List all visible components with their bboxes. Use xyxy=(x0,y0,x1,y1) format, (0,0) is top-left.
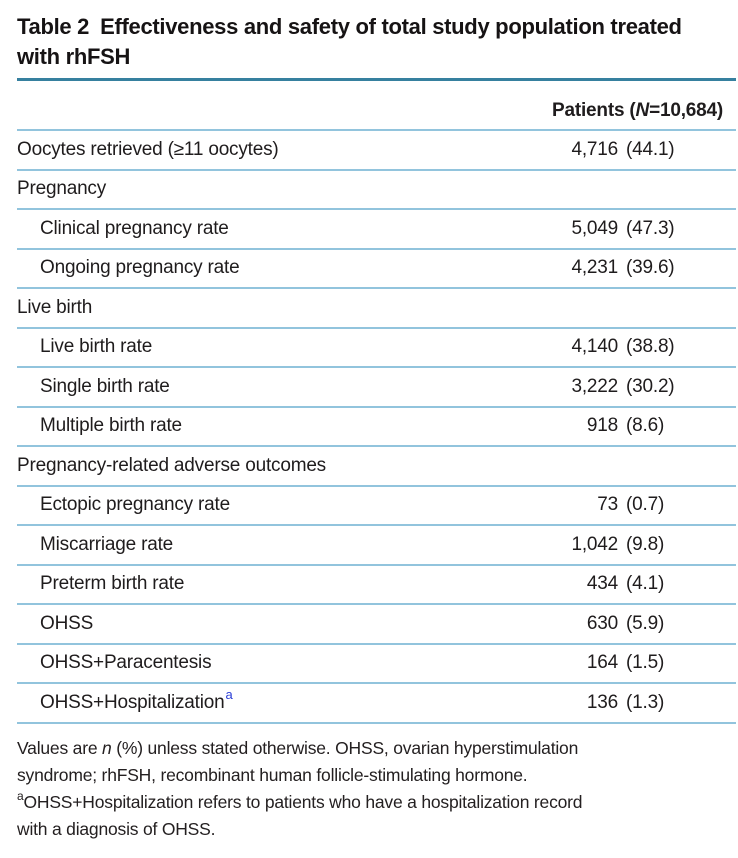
table-row: OHSS+Paracentesis 164 (1.5) xyxy=(17,645,736,684)
row-count: 73 xyxy=(597,494,618,516)
row-value: 73 (0.7) xyxy=(562,494,690,516)
row-count: 5,049 xyxy=(571,217,618,239)
row-value: 918 (8.6) xyxy=(562,415,690,437)
row-count: 630 xyxy=(586,612,618,634)
table-row: OHSS 630 (5.9) xyxy=(17,605,736,645)
row-value: 630 (5.9) xyxy=(562,613,690,635)
title-rule xyxy=(17,78,736,81)
row-count: 4,231 xyxy=(571,257,618,279)
row-percent: (9.8) xyxy=(626,533,665,555)
table-title: Table 2 Effectiveness and safety of total… xyxy=(17,12,719,72)
footnote-a-link[interactable]: a xyxy=(225,687,233,703)
table-number-label: Table 2 xyxy=(17,14,90,39)
footnote-text: syndrome; rhFSH, recombinant human folli… xyxy=(17,764,528,785)
row-label: Clinical pregnancy rate xyxy=(40,217,229,239)
row-percent: (39.6) xyxy=(626,257,675,279)
row-count: 4,716 xyxy=(571,138,618,160)
table-row: Clinical pregnancy rate 5,049 (47.3) xyxy=(17,210,736,250)
footnote-text: with a diagnosis of OHSS. xyxy=(17,818,216,839)
footnote-line-2: syndrome; rhFSH, recombinant human folli… xyxy=(17,762,736,789)
footnote-line-3: aOHSS+Hospitalization refers to patients… xyxy=(17,789,736,816)
section-row: Pregnancy-related adverse outcomes xyxy=(17,447,736,487)
patients-header-suffix: =10,684) xyxy=(649,100,723,121)
row-label: Miscarriage rate xyxy=(40,533,174,555)
footnote-line-4: with a diagnosis of OHSS. xyxy=(17,816,736,843)
row-count: 1,042 xyxy=(571,533,618,555)
patients-column-header: Patients (N =10,684) xyxy=(17,81,736,131)
row-label: OHSS xyxy=(40,612,94,634)
row-label: Single birth rate xyxy=(40,375,170,397)
row-value: 1,042 (9.8) xyxy=(562,534,690,556)
n-italic: n xyxy=(102,737,112,758)
row-count: 164 xyxy=(586,652,618,674)
table-row: Miscarriage rate 1,042 (9.8) xyxy=(17,526,736,566)
row-label: Ongoing pregnancy rate xyxy=(40,257,240,279)
row-percent: (44.1) xyxy=(626,138,675,160)
row-label: Preterm birth rate xyxy=(40,573,185,595)
table-row: Multiple birth rate 918 (8.6) xyxy=(17,408,736,447)
footnote-line-1: Values are n (%) unless stated otherwise… xyxy=(17,735,736,762)
footnote-text: (%) unless stated otherwise. OHSS, ovari… xyxy=(111,737,579,758)
section-row: Pregnancy xyxy=(17,171,736,210)
row-value: 5,049 (47.3) xyxy=(562,218,690,240)
row-value: 4,140 (38.8) xyxy=(562,336,690,358)
row-count: 3,222 xyxy=(571,375,618,397)
table-row: Ongoing pregnancy rate 4,231 (39.6) xyxy=(17,250,736,289)
table-row: Ectopic pregnancy rate 73 (0.7) xyxy=(17,487,736,526)
row-percent: (38.8) xyxy=(626,336,675,358)
row-count: 136 xyxy=(586,691,618,713)
row-value: 434 (4.1) xyxy=(562,573,690,595)
row-percent: (5.9) xyxy=(626,612,665,634)
table-title-text: Effectiveness and safety of total study … xyxy=(17,14,682,69)
table-row: OHSS+Hospitalizationa 136 (1.3) xyxy=(17,684,736,724)
footnote-a-marker: a xyxy=(17,788,24,803)
section-label: Live birth xyxy=(17,296,93,318)
row-percent: (4.1) xyxy=(626,573,665,595)
table-row: Single birth rate 3,222 (30.2) xyxy=(17,368,736,408)
row-percent: (30.2) xyxy=(626,375,675,397)
row-label: Oocytes retrieved (≥11 oocytes) xyxy=(17,138,279,160)
row-value: 4,716 (44.1) xyxy=(562,139,690,161)
row-value: 4,231 (39.6) xyxy=(562,257,690,279)
row-count: 4,140 xyxy=(571,336,618,358)
n-symbol: N xyxy=(635,100,650,121)
section-label: Pregnancy-related adverse outcomes xyxy=(17,454,326,476)
table-row: Live birth rate 4,140 (38.8) xyxy=(17,329,736,368)
section-label: Pregnancy xyxy=(17,178,107,200)
row-label: OHSS+Hospitalizationa xyxy=(17,688,562,714)
section-row: Live birth xyxy=(17,289,736,329)
row-percent: (1.5) xyxy=(626,652,665,674)
row-value: 136 (1.3) xyxy=(562,692,690,714)
footnote-text: OHSS+Hospitalization refers to patients … xyxy=(23,791,583,812)
row-count: 918 xyxy=(586,415,618,437)
table-footnote: Values are n (%) unless stated otherwise… xyxy=(17,735,736,843)
row-percent: (8.6) xyxy=(626,415,665,437)
row-percent: (47.3) xyxy=(626,217,675,239)
row-value: 3,222 (30.2) xyxy=(562,376,690,398)
row-label: Live birth rate xyxy=(40,336,153,358)
row-label-text: OHSS+Hospitalization xyxy=(40,691,225,713)
footnote-text: Values are xyxy=(17,737,103,758)
row-label: Multiple birth rate xyxy=(40,415,182,437)
row-label: OHSS+Paracentesis xyxy=(40,652,212,674)
row-count: 434 xyxy=(586,573,618,595)
row-value: 164 (1.5) xyxy=(562,652,690,674)
patients-header-prefix: Patients ( xyxy=(552,100,636,121)
table-row: Preterm birth rate 434 (4.1) xyxy=(17,566,736,605)
row-percent: (0.7) xyxy=(626,494,665,516)
row-percent: (1.3) xyxy=(626,691,665,713)
table-row: Oocytes retrieved (≥11 oocytes) 4,716 (4… xyxy=(17,131,736,171)
row-label: Ectopic pregnancy rate xyxy=(40,494,230,516)
